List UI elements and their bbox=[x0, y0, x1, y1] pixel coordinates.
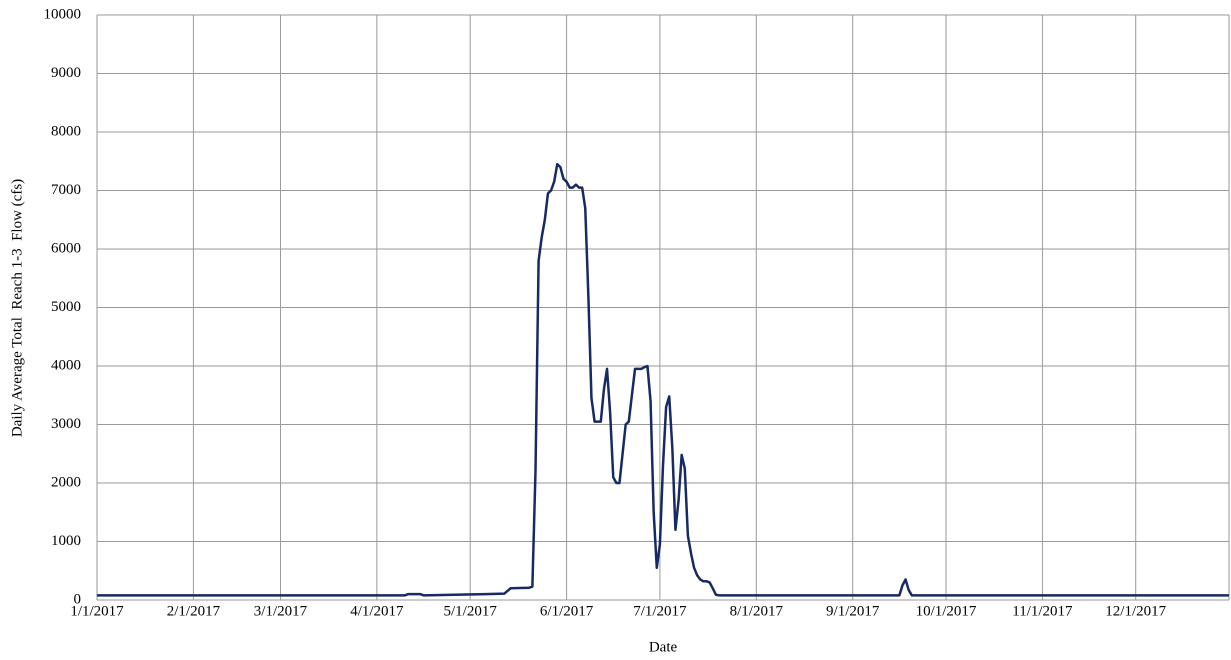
y-tick-label: 8000 bbox=[51, 123, 81, 139]
x-tick-label: 5/1/2017 bbox=[444, 603, 498, 619]
y-tick-label: 4000 bbox=[51, 357, 81, 373]
x-tick-label: 9/1/2017 bbox=[826, 603, 880, 619]
data-line bbox=[97, 162, 1229, 597]
x-tick-label: 11/1/2017 bbox=[1012, 603, 1073, 619]
y-axis-title: Daily Average Total Reach 1-3 Flow (cfs) bbox=[9, 179, 25, 437]
x-tick-label: 12/1/2017 bbox=[1105, 603, 1166, 619]
x-tick-label: 3/1/2017 bbox=[254, 603, 308, 619]
y-tick-label: 10000 bbox=[44, 6, 82, 22]
y-tick-label: 1000 bbox=[51, 533, 81, 549]
y-tick-label: 3000 bbox=[51, 416, 81, 432]
y-tick-label: 7000 bbox=[51, 182, 81, 198]
y-tick-label: 5000 bbox=[51, 299, 81, 315]
x-tick-label: 6/1/2017 bbox=[540, 603, 594, 619]
x-tick-label: 2/1/2017 bbox=[167, 603, 221, 619]
x-tick-label: 8/1/2017 bbox=[730, 603, 784, 619]
x-tick-label: 4/1/2017 bbox=[350, 603, 404, 619]
x-tick-label: 1/1/2017 bbox=[70, 603, 124, 619]
x-axis-title: Date bbox=[649, 639, 678, 655]
x-tick-label: 10/1/2017 bbox=[916, 603, 977, 619]
x-tick-label: 7/1/2017 bbox=[633, 603, 687, 619]
y-tick-label: 0 bbox=[74, 591, 82, 607]
y-tick-label: 6000 bbox=[51, 240, 81, 256]
y-tick-label: 2000 bbox=[51, 474, 81, 490]
y-tick-label: 9000 bbox=[51, 65, 81, 81]
